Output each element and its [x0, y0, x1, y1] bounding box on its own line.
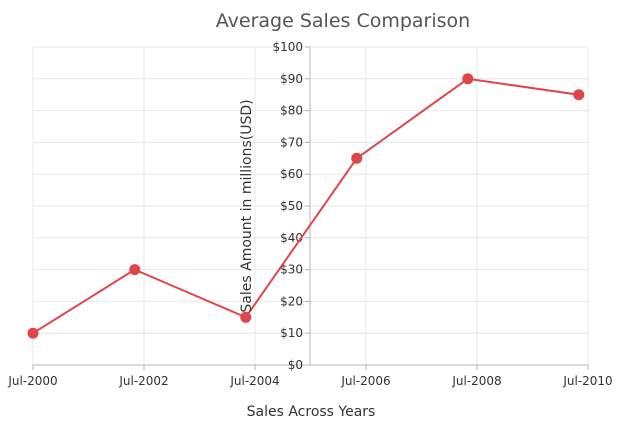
x-tick-label: Jul-2010 [562, 374, 612, 388]
y-axis-ticks: $0 $10 $20 $30 $40 $50 $60 $70 $80 $90 $100 [272, 40, 303, 372]
x-axis-ticks: Jul-2000 Jul-2002 Jul-2004 Jul-2006 Jul-2008… [7, 374, 612, 388]
x-tick-label: Jul-2006 [340, 374, 390, 388]
y-tick-label: $20 [280, 294, 303, 308]
data-point[interactable] [27, 327, 39, 339]
chart-title: Average Sales Comparison [216, 10, 470, 32]
axes [32, 46, 589, 370]
data-point[interactable] [240, 311, 252, 323]
x-tick-label: Jul-2004 [229, 374, 279, 388]
y-tick-label: $10 [280, 326, 303, 340]
y-tick-label: $0 [288, 358, 303, 372]
y-tick-label: $100 [272, 40, 303, 54]
x-tick-label: Jul-2002 [118, 374, 168, 388]
data-point[interactable] [129, 264, 141, 276]
series-group [27, 73, 585, 339]
data-point[interactable] [351, 152, 363, 164]
y-tick-label: $50 [280, 199, 303, 213]
data-point[interactable] [573, 89, 585, 101]
y-tick-label: $90 [280, 72, 303, 86]
data-point[interactable] [462, 73, 474, 85]
x-tick-label: Jul-2000 [7, 374, 57, 388]
y-tick-label: $60 [280, 167, 303, 181]
x-tick-label: Jul-2008 [451, 374, 501, 388]
series-line [32, 77, 579, 335]
y-tick-label: $30 [280, 263, 303, 277]
y-tick-label: $70 [280, 135, 303, 149]
y-tick-label: $80 [280, 104, 303, 118]
y-axis-title: Sales Amount in millions(USD) [239, 99, 255, 312]
y-tick-label: $40 [280, 231, 303, 245]
x-axis-title: Sales Across Years [247, 404, 376, 420]
